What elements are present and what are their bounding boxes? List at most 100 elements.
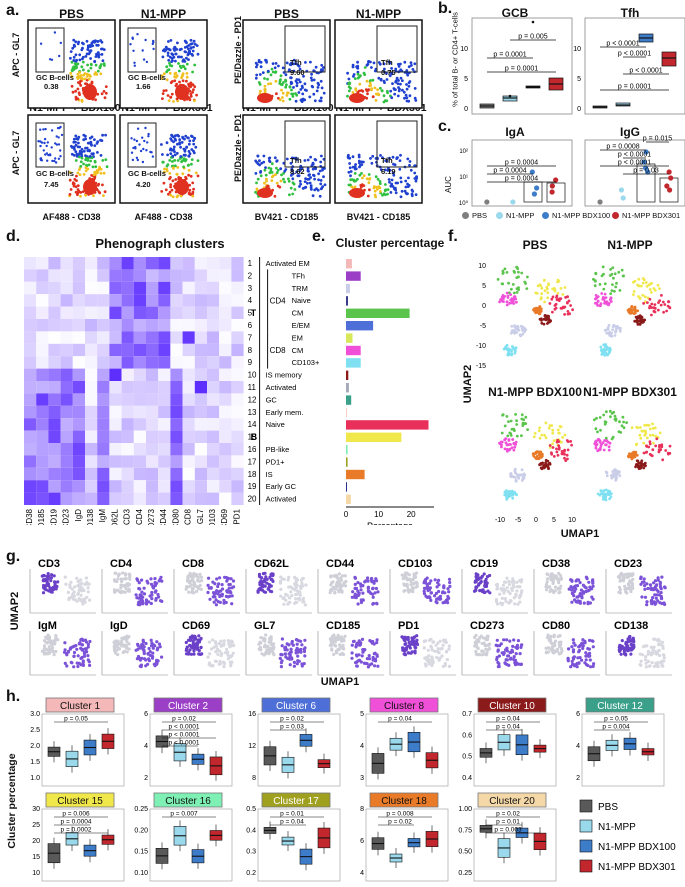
umap-point: [515, 581, 518, 584]
gate-dot: [54, 142, 56, 144]
heatmap-cell: [183, 331, 195, 343]
umap-point: [350, 657, 353, 660]
umap-point: [191, 646, 194, 649]
umap-point: [584, 655, 587, 658]
umap-point: [595, 417, 598, 420]
umap-point: [429, 645, 432, 648]
umap-point: [613, 469, 616, 472]
umap-point: [153, 644, 156, 647]
flow-dot: [352, 66, 355, 69]
flow-dot: [370, 66, 373, 69]
umap-point: [612, 277, 615, 280]
umap-point: [370, 662, 373, 665]
umap-point: [631, 573, 634, 576]
umap-point: [517, 639, 520, 642]
umap-point: [599, 346, 602, 349]
umap-point: [225, 601, 228, 604]
umap-point: [259, 641, 262, 644]
heatmap-cell: [73, 418, 85, 430]
flow-dot: [386, 193, 389, 196]
heatmap-cell: [207, 468, 219, 480]
gate-dot: [44, 128, 46, 130]
y-tick: -15: [476, 363, 486, 370]
bar: [346, 296, 348, 305]
flow-dot: [101, 92, 104, 95]
umap-point: [509, 657, 512, 660]
umap-point: [538, 429, 541, 432]
umap-point: [577, 650, 580, 653]
umap-point: [185, 641, 188, 644]
gate-dot: [42, 128, 44, 130]
umap-point: [351, 651, 354, 654]
umap-point: [439, 640, 442, 643]
umap-point: [520, 272, 523, 275]
umap-point: [619, 328, 622, 331]
flow-dot: [399, 68, 402, 71]
umap-point: [507, 420, 510, 423]
cluster-annotation: Activated: [266, 383, 297, 392]
heatmap-cell: [231, 480, 243, 492]
umap-point: [117, 640, 120, 643]
cluster-annotation: Naive: [266, 420, 285, 429]
umap-point: [44, 636, 47, 639]
umap-point: [570, 645, 573, 648]
umap-point: [208, 661, 211, 664]
umap-point: [185, 652, 188, 655]
umap-point: [515, 493, 518, 496]
heatmap-cell: [158, 480, 170, 492]
umap-point: [605, 329, 608, 332]
umap-point: [47, 636, 50, 639]
umap-point: [515, 589, 518, 592]
heatmap: 1234567891011121314151617181920CD38 CD185…: [0, 255, 345, 525]
umap-point: [570, 580, 573, 583]
heatmap-cell: [36, 369, 48, 381]
umap-point: [507, 354, 510, 357]
flow-dot: [160, 190, 163, 193]
flow-dot: [304, 180, 307, 183]
flow-dot: [190, 47, 193, 50]
flow-dot: [176, 42, 179, 45]
umap-point: [408, 641, 411, 644]
heatmap-cell: [134, 455, 146, 467]
flow-dot: [89, 160, 92, 163]
umap-point: [642, 467, 645, 470]
umap-point: [43, 644, 46, 647]
heatmap-cell: [183, 393, 195, 405]
cluster-annotation: Naive: [292, 296, 311, 305]
heatmap-cell: [183, 269, 195, 281]
outlier: [532, 21, 535, 24]
umap-point: [555, 448, 558, 451]
flow-dot: [367, 60, 370, 63]
umap-point: [602, 273, 605, 276]
gate-dot: [59, 155, 61, 157]
umap-point: [495, 587, 498, 590]
flow-dot: [94, 161, 97, 164]
flow-dot: [400, 77, 403, 80]
flow-dot: [188, 52, 191, 55]
flow-dot: [195, 94, 198, 97]
umap-point: [513, 429, 516, 432]
umap-point: [603, 489, 606, 492]
umap-point: [586, 664, 589, 667]
umap-point: [650, 303, 653, 306]
umap-point: [136, 579, 139, 582]
umap-point: [557, 279, 560, 282]
flow-dot: [400, 181, 403, 184]
flow-dot: [389, 90, 392, 93]
heatmap-cell: [48, 406, 60, 418]
umap-point: [151, 652, 154, 655]
umap-point: [634, 312, 637, 315]
umap-point: [636, 319, 639, 322]
umap-point: [272, 653, 275, 656]
flow-dot: [80, 74, 83, 77]
flow-dot: [277, 169, 280, 172]
umap-point: [284, 652, 287, 655]
umap-point: [375, 602, 378, 605]
cluster-annotation: TRM: [292, 284, 308, 293]
umap-point: [423, 580, 426, 583]
flow-dot: [92, 194, 95, 197]
umap-point: [267, 586, 270, 589]
umap-point: [640, 576, 643, 579]
umap-point: [302, 577, 305, 580]
umap-point: [330, 648, 333, 651]
